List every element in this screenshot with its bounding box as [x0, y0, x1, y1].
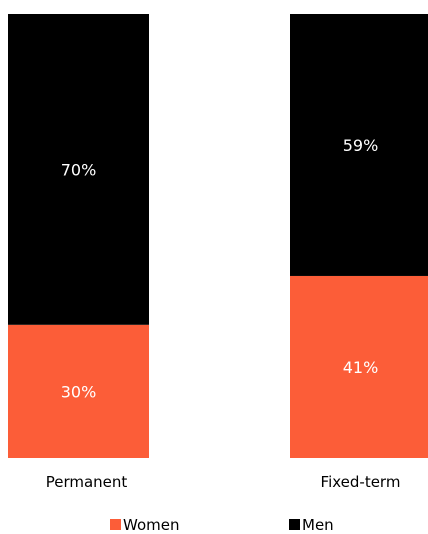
data-label-fixed-term-men: 59% — [343, 136, 379, 155]
legend-label-men: Men — [302, 516, 334, 534]
legend-swatch-women — [110, 519, 121, 530]
category-labels: Permanent Fixed-term — [46, 473, 401, 491]
category-label-fixed-term: Fixed-term — [321, 473, 401, 491]
legend: Women Men — [110, 516, 334, 534]
bars-group: 30% 70% 41% 59% — [8, 14, 428, 458]
legend-swatch-men — [289, 519, 300, 530]
bar-permanent-men — [8, 14, 149, 325]
category-label-permanent: Permanent — [46, 473, 128, 491]
bar-fixed-term-men — [290, 14, 428, 276]
legend-label-women: Women — [123, 516, 179, 534]
data-label-fixed-term-women: 41% — [343, 358, 379, 377]
data-label-permanent-women: 30% — [61, 382, 97, 401]
bar-fixed-term-women — [290, 275, 428, 458]
data-label-permanent-men: 70% — [61, 160, 97, 179]
bar-permanent-women — [8, 324, 149, 458]
